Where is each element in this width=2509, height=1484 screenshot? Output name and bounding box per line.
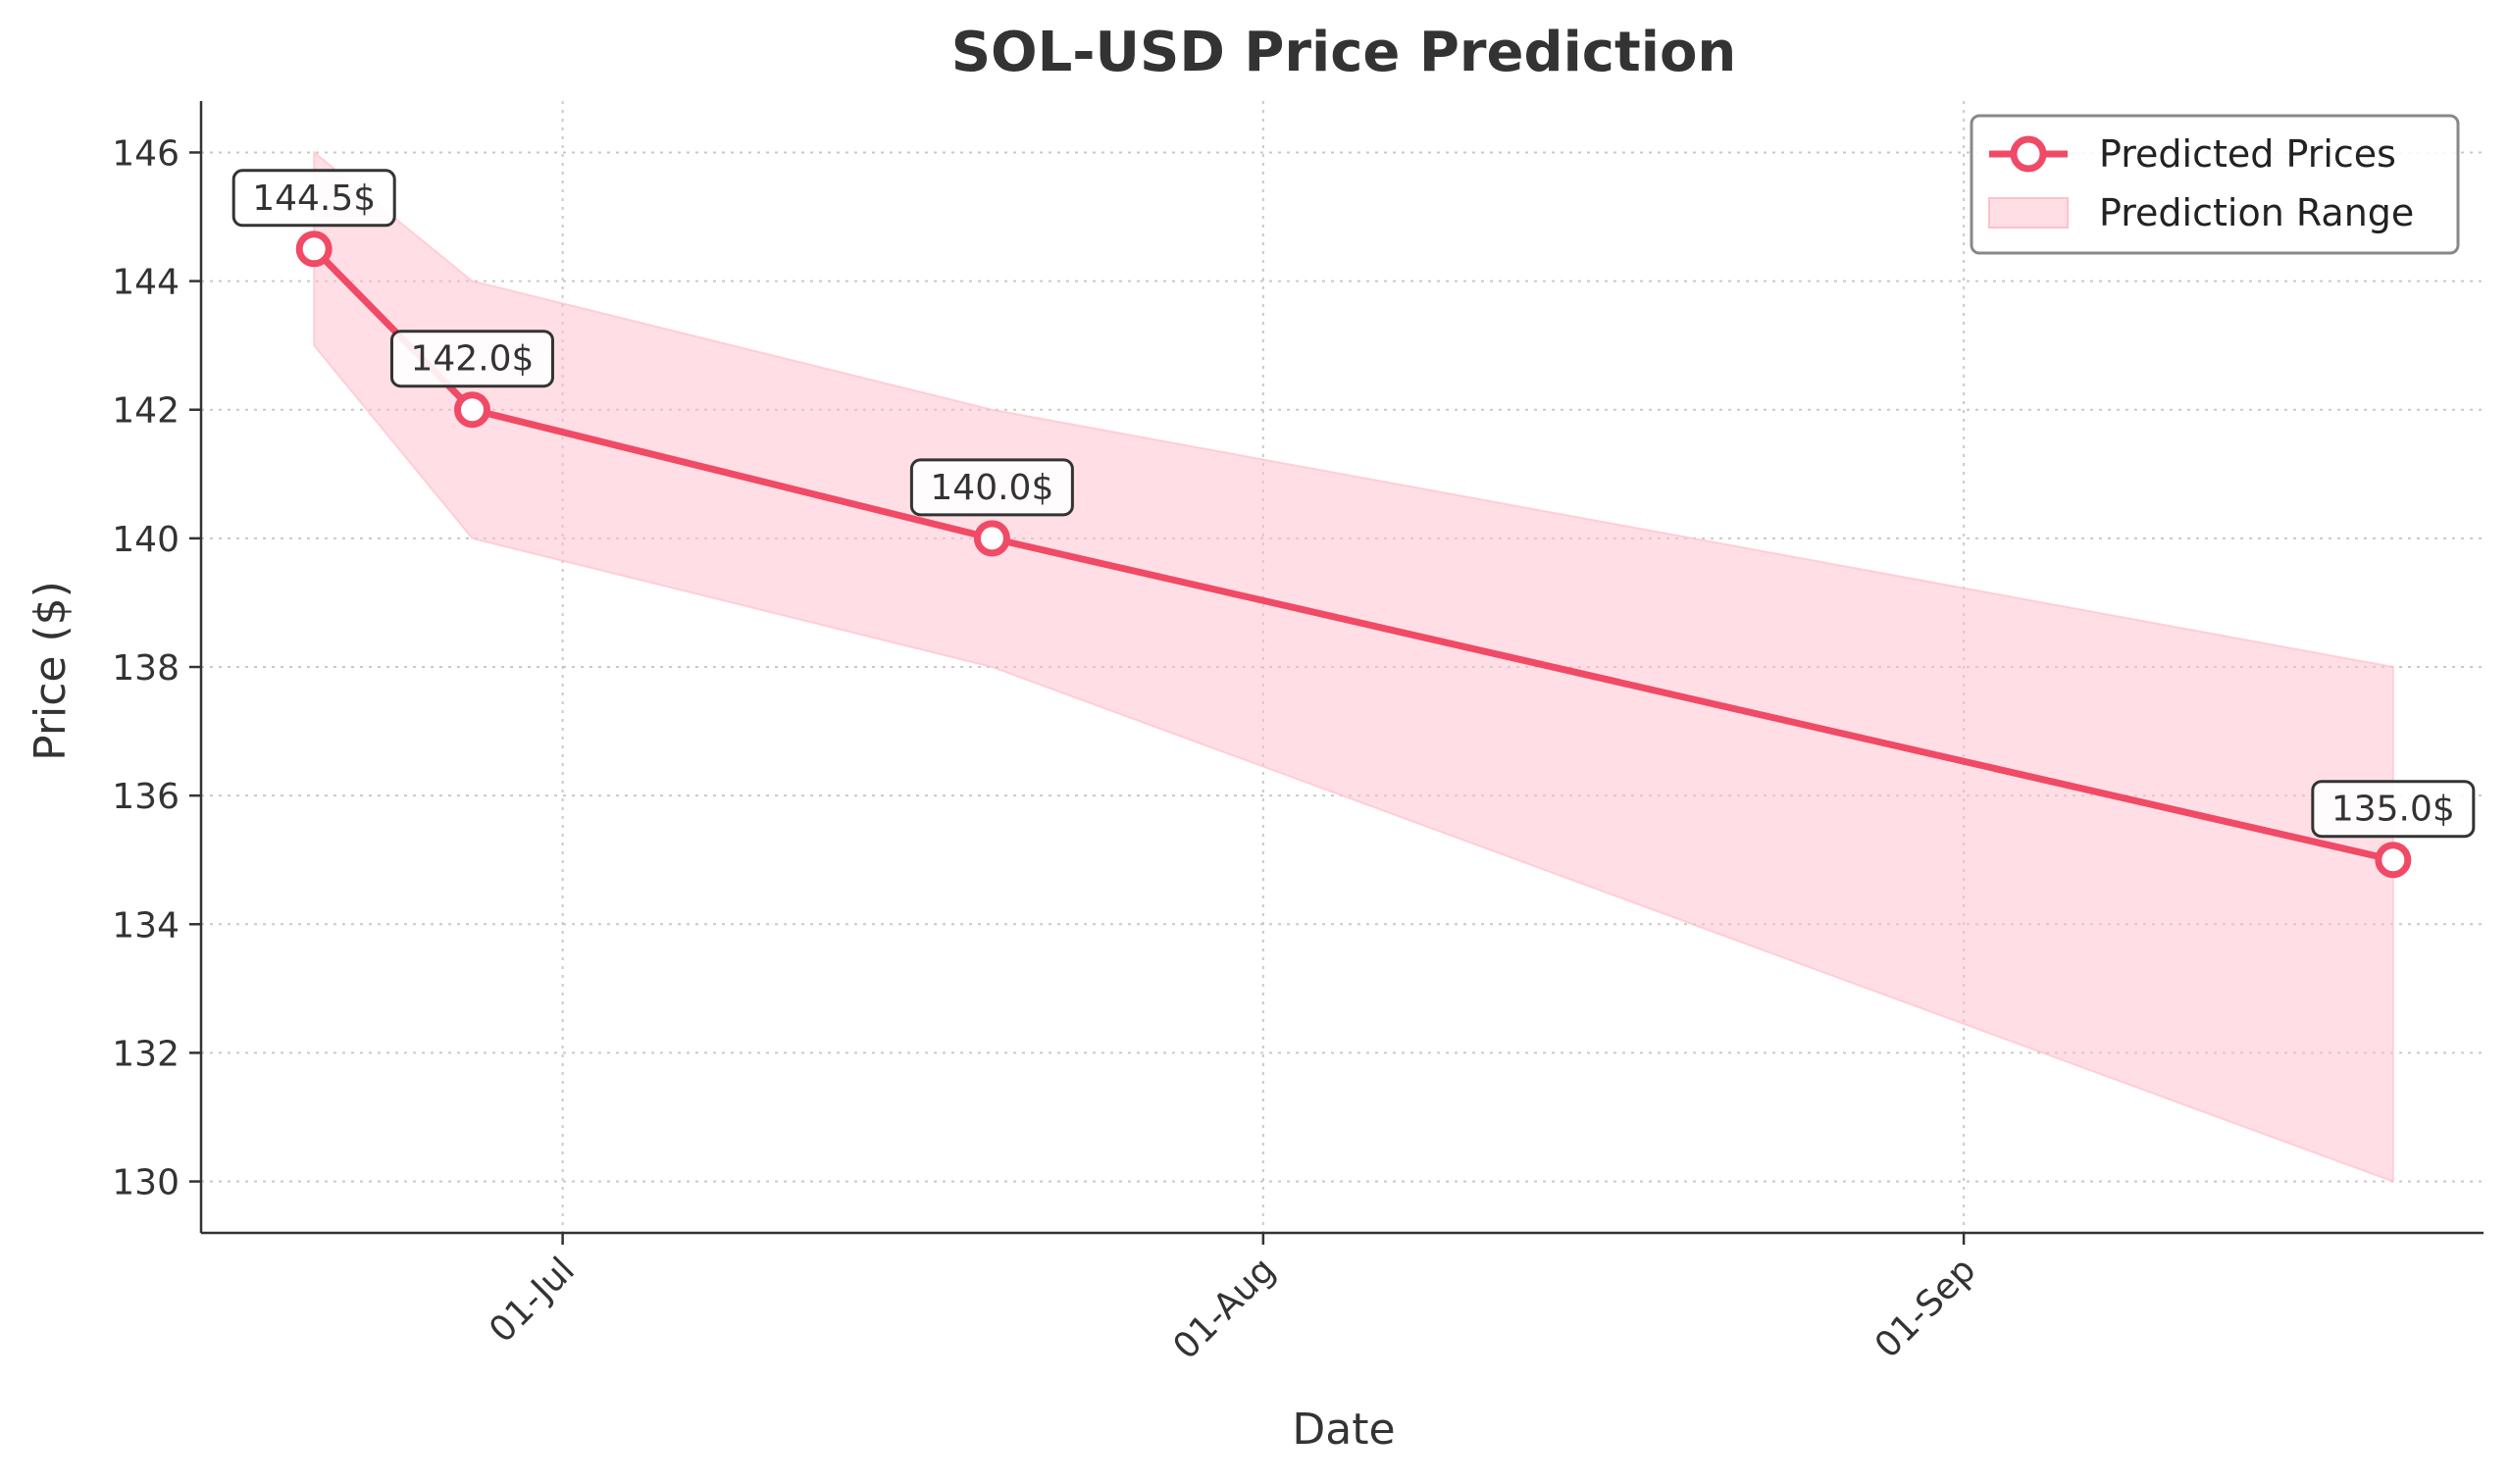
y-tick-label: 136 [112,777,179,817]
price-annotation-box [389,330,554,388]
price-annotation: 144.5$ [231,169,396,228]
price-annotations: 144.5$ 142.0$ 140.0$ 135.0$ [231,169,2476,839]
predicted-price-line [295,230,2412,879]
y-tick-label: 146 [112,133,179,174]
legend-label-predicted: Predicted Prices [2099,132,2396,176]
price-annotation-box [909,458,1074,517]
predicted-price-point [453,391,490,429]
x-tick-label: 01-Sep [1868,1250,1984,1366]
price-annotation-box [2311,780,2476,839]
legend-label-range: Prediction Range [2099,191,2414,234]
price-annotation: 142.0$ [389,330,554,388]
price-annotation-box [231,169,396,228]
y-axis-ticks: 130 132 134 136 138 140 142 144 146 [112,133,201,1203]
predicted-price-point [2375,842,2412,879]
price-annotation-label: 140.0$ [930,468,1053,508]
prediction-range-band [313,150,2394,1183]
price-annotation-label: 142.0$ [410,339,534,380]
y-tick-label: 140 [112,520,179,560]
y-tick-label: 132 [112,1034,179,1074]
predicted-price-point [973,520,1010,557]
x-axis-title: Date [1292,1405,1395,1455]
price-annotation-label: 135.0$ [2331,790,2455,830]
price-annotation-label: 144.5$ [252,179,376,219]
y-tick-label: 130 [112,1163,179,1203]
price-annotation: 140.0$ [909,458,1074,517]
price-annotation: 135.0$ [2311,780,2476,839]
predicted-price-series-line [311,246,2394,864]
x-tick-label: 01-Jul [482,1250,583,1351]
x-axis-ticks: 01-Jul 01-Aug 01-Sep [482,1233,1983,1367]
legend: Predicted Prices Prediction Range [1970,114,2460,255]
y-tick-label: 144 [112,263,179,303]
prediction-range-area [313,150,2394,1183]
chart-title: SOL-USD Price Prediction [951,21,1737,84]
legend-area-swatch [1988,197,2069,229]
legend-marker-swatch [2010,135,2047,173]
legend-box [1970,114,2460,255]
y-tick-label: 142 [112,391,179,432]
y-tick-label: 138 [112,648,179,689]
y-axis-title: Price ($) [26,581,76,761]
x-tick-label: 01-Aug [1166,1250,1284,1367]
predicted-price-point [295,230,333,268]
y-tick-label: 134 [112,905,179,946]
